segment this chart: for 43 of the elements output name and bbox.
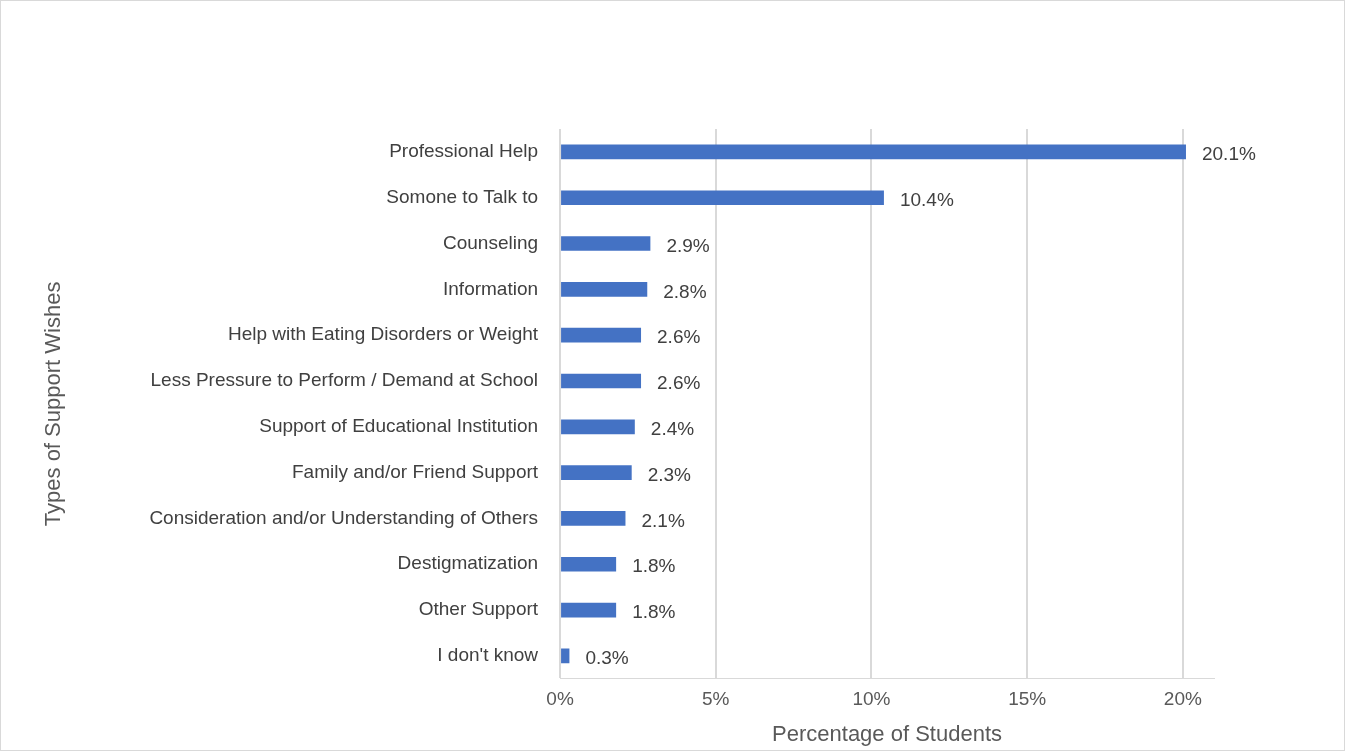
data-label: 1.8% — [632, 601, 676, 623]
bar — [561, 144, 1186, 160]
y-tick-label: Other Support — [418, 598, 539, 620]
y-tick-label: Counseling — [443, 231, 539, 253]
bar — [561, 373, 642, 389]
data-label: 1.8% — [632, 555, 676, 577]
x-tick-label: 15% — [1008, 688, 1047, 710]
y-tick-label: Family and/or Friend Support — [292, 460, 539, 482]
x-axis-title: Percentage of Students — [772, 720, 1003, 746]
y-tick-label: Consideration and/or Understanding of Others — [149, 506, 539, 528]
x-tick-label: 10% — [852, 688, 891, 710]
data-label: 2.4% — [650, 418, 695, 440]
x-tick-label: 20% — [1163, 688, 1202, 710]
bar — [561, 419, 635, 435]
x-tick-label: 0% — [546, 688, 574, 710]
bar — [561, 556, 617, 572]
y-tick-label: Information — [443, 277, 539, 299]
data-label: 2.8% — [663, 280, 707, 302]
y-tick-label: Destigmatization — [397, 552, 539, 574]
y-tick-label: Help with Eating Disorders or Weight — [227, 323, 539, 345]
y-tick-label: Somone to Talk to — [386, 185, 539, 207]
y-tick-label: Less Pressure to Perform / Demand at School — [150, 369, 539, 391]
x-tick-label: 5% — [702, 688, 730, 710]
bar — [561, 236, 651, 251]
data-label: 20.1% — [1201, 143, 1256, 165]
data-label: 0.3% — [585, 647, 629, 669]
data-label: 2.9% — [666, 234, 710, 256]
data-label: 2.3% — [647, 463, 692, 485]
y-tick-label: I don't know — [437, 644, 539, 666]
bar — [561, 648, 570, 664]
y-tick-label: Support of Educational Institution — [259, 415, 539, 437]
bar — [561, 190, 884, 206]
bar — [561, 602, 617, 618]
bar — [561, 511, 626, 526]
data-label: 2.6% — [657, 372, 701, 394]
bar — [561, 282, 648, 297]
bar — [561, 465, 632, 480]
y-axis-title: Types of Support Wishes — [40, 281, 66, 527]
data-label: 2.6% — [657, 326, 701, 348]
bar — [561, 327, 642, 343]
y-tick-label: Professional Help — [389, 140, 539, 162]
data-label: 10.4% — [899, 188, 954, 210]
data-label: 2.1% — [641, 509, 685, 531]
